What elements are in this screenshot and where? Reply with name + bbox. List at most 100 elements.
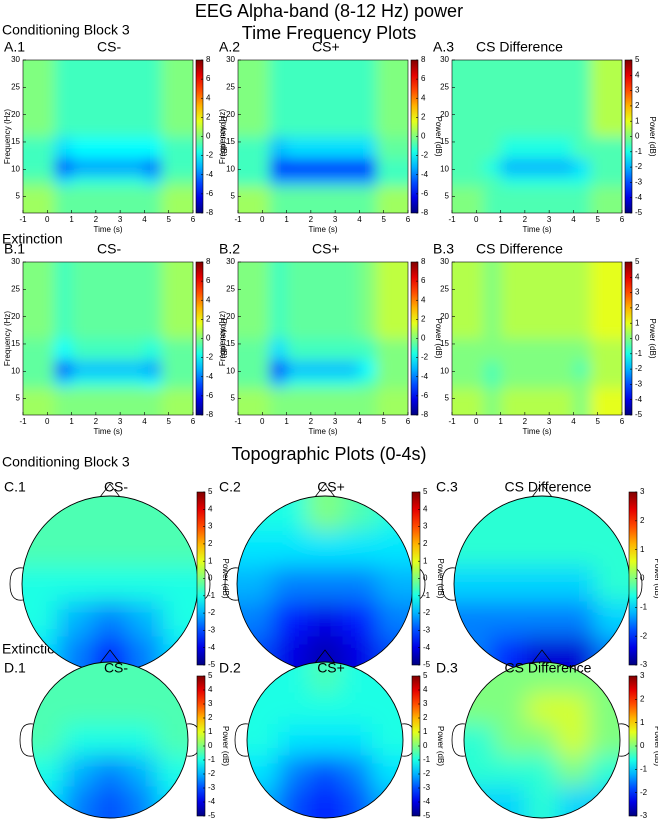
panel-label: B.2 bbox=[219, 241, 240, 257]
heatmap-cell bbox=[500, 387, 574, 415]
ear bbox=[451, 723, 466, 757]
x-tick-label: 4 bbox=[142, 215, 147, 224]
x-tick-label: 1 bbox=[498, 215, 503, 224]
x-tick-label: 5 bbox=[595, 417, 600, 426]
ear bbox=[441, 567, 456, 601]
colorbar-tick-label: 2 bbox=[421, 314, 426, 323]
colorbar-tick-label: 0 bbox=[421, 132, 426, 141]
x-axis-label: Time (s) bbox=[93, 225, 122, 234]
heatmap-cell bbox=[23, 262, 56, 339]
topomap-cell bbox=[278, 755, 310, 788]
topomap-cell bbox=[57, 496, 93, 532]
colorbar-tick-label: -2 bbox=[206, 151, 214, 160]
colorbar-tick-label: 2 bbox=[635, 101, 640, 110]
heatmap-cell bbox=[144, 376, 162, 389]
y-tick-label: 15 bbox=[11, 137, 20, 146]
colorbar-tick-label: -6 bbox=[206, 391, 214, 400]
topomap-cell bbox=[92, 601, 129, 638]
topomap-cell bbox=[464, 755, 496, 788]
ear bbox=[224, 567, 239, 601]
nose bbox=[99, 483, 121, 498]
ear bbox=[19, 723, 34, 757]
y-tick-label: 25 bbox=[11, 82, 20, 91]
topomap-cell bbox=[307, 601, 344, 638]
heatmap-cell bbox=[238, 387, 271, 415]
x-tick-label: 3 bbox=[333, 417, 338, 426]
section-title: Time Frequency Plots bbox=[242, 23, 416, 43]
panel-label: C.3 bbox=[436, 479, 458, 495]
panel-title: CS Difference bbox=[505, 660, 592, 676]
heatmap-cell bbox=[54, 376, 73, 389]
colorbar-tick-label: 3 bbox=[635, 86, 640, 95]
y-tick-label: 20 bbox=[11, 312, 20, 321]
heatmap-cell bbox=[359, 376, 377, 389]
topomap-cell bbox=[125, 786, 158, 818]
colorbar-tick-label: -5 bbox=[208, 811, 216, 819]
x-tick-label: 4 bbox=[571, 417, 576, 426]
topomap-cell bbox=[559, 601, 596, 638]
heatmap-cell bbox=[269, 136, 288, 159]
heatmap-cell bbox=[376, 376, 408, 389]
colorbar-tick-label: 3 bbox=[640, 671, 645, 680]
topomap-cell bbox=[22, 601, 58, 638]
heatmap-cell bbox=[590, 360, 622, 378]
heatmap-cell bbox=[452, 360, 485, 378]
x-tick-label: -1 bbox=[448, 215, 456, 224]
colorbar-label: Power (dB) bbox=[436, 558, 445, 598]
heatmap-cell bbox=[286, 185, 360, 213]
heatmap-cell bbox=[483, 338, 502, 361]
heatmap-cell bbox=[500, 136, 574, 159]
heatmap-cell bbox=[483, 360, 502, 378]
topomap-cell bbox=[247, 693, 279, 725]
heatmap-cell bbox=[23, 376, 56, 389]
heatmap-cell bbox=[359, 60, 377, 137]
colorbar-tick-label: 0 bbox=[640, 574, 645, 583]
colorbar-tick-label: 2 bbox=[640, 516, 645, 525]
heatmap bbox=[238, 262, 408, 415]
heatmap-cell bbox=[161, 174, 193, 187]
colorbar-tick-label: 5 bbox=[208, 487, 213, 496]
heatmap-cell bbox=[238, 360, 271, 378]
x-axis-label: Time (s) bbox=[522, 225, 551, 234]
topomap-cell bbox=[309, 693, 342, 725]
plot-frame bbox=[451, 59, 623, 214]
heatmap-cell bbox=[573, 338, 591, 361]
colorbar-tick-label: 8 bbox=[206, 257, 211, 266]
topomap-cell bbox=[526, 755, 559, 788]
heatmap-cell bbox=[144, 60, 162, 137]
colorbar-tick-label: 6 bbox=[421, 74, 426, 83]
topomap-cell bbox=[63, 786, 95, 818]
topomap-cell bbox=[557, 755, 590, 788]
colorbar-label: Power (dB) bbox=[648, 318, 657, 358]
colorbar-tick-label: -5 bbox=[423, 660, 431, 669]
x-tick-label: 0 bbox=[45, 215, 50, 224]
colorbar-tick-label: 0 bbox=[640, 741, 645, 750]
heatmap-cell bbox=[483, 376, 502, 389]
colorbar-tick-label: 4 bbox=[635, 70, 640, 79]
topomap-cell bbox=[278, 786, 310, 818]
heatmap-cell bbox=[23, 136, 56, 159]
x-axis-label: Time (s) bbox=[93, 427, 122, 436]
heatmap-cell bbox=[269, 376, 288, 389]
nose bbox=[531, 649, 553, 664]
heatmap-cell bbox=[376, 387, 408, 415]
colorbar-tick-label: 0 bbox=[208, 574, 213, 583]
topomap-cell bbox=[127, 496, 164, 532]
heatmap-cell bbox=[500, 174, 574, 187]
colorbar-tick-label: 8 bbox=[206, 55, 211, 64]
topomap-cell bbox=[247, 724, 279, 757]
heatmap-cell bbox=[144, 185, 162, 213]
panel-title: CS- bbox=[104, 479, 128, 495]
y-axis-label: Frequency (Hz) bbox=[218, 311, 227, 366]
heatmap-cell bbox=[54, 360, 73, 378]
row-label: Conditioning Block 3 bbox=[2, 22, 130, 38]
colorbar-tick-label: -1 bbox=[208, 591, 216, 600]
heatmap-cell bbox=[590, 174, 622, 187]
heatmap-cells bbox=[238, 262, 408, 415]
topomap-cell bbox=[22, 566, 58, 603]
heatmap-cell bbox=[269, 185, 288, 213]
panel-title: CS- bbox=[97, 39, 121, 55]
y-tick-label: 25 bbox=[440, 82, 449, 91]
panel-title: CS+ bbox=[312, 241, 340, 257]
